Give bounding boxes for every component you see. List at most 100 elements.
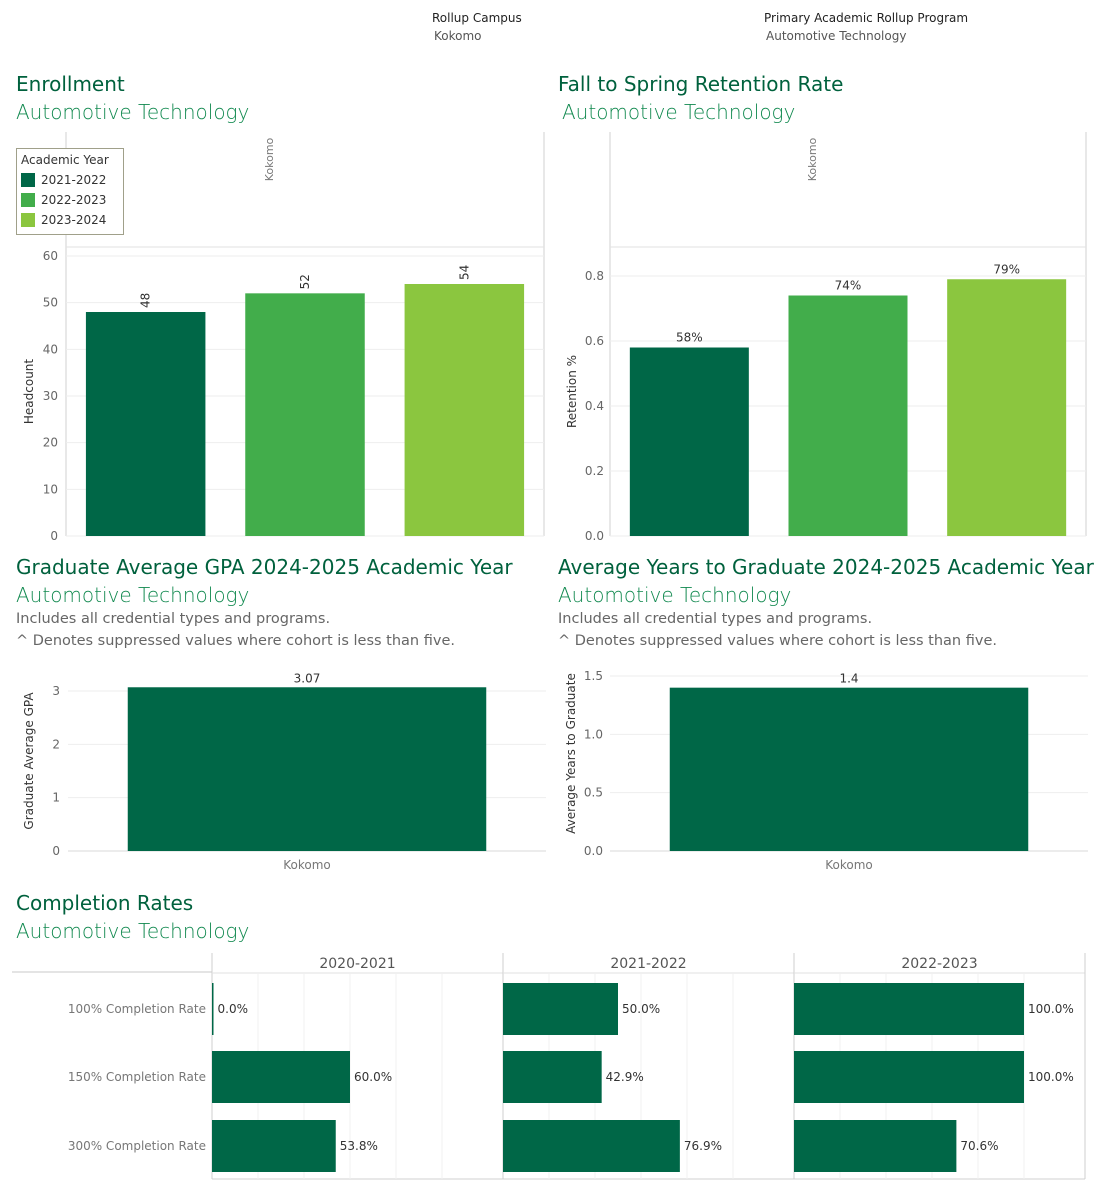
row-label: 150% Completion Rate bbox=[68, 1070, 206, 1084]
y-tick-label: 0.2 bbox=[585, 464, 604, 478]
bar-2021-2022 bbox=[629, 347, 749, 536]
y-tick-label: 30 bbox=[43, 389, 58, 403]
completion-title: Completion Rates bbox=[16, 891, 194, 915]
gpa-chart: 0 1 2 3 Graduate Average GPA 3.07 Kokomo bbox=[22, 671, 546, 872]
campus-filter-value[interactable]: Kokomo bbox=[434, 29, 482, 43]
y-axis-title: Graduate Average GPA bbox=[22, 692, 36, 830]
panel-header-label: Kokomo bbox=[263, 137, 276, 181]
data-label: 3.07 bbox=[294, 671, 321, 685]
legend-swatch bbox=[21, 193, 35, 207]
years-note-credentials: Includes all credential types and progra… bbox=[558, 611, 873, 627]
data-label: 54 bbox=[457, 265, 471, 280]
data-label: 79% bbox=[993, 262, 1020, 276]
years-chart: 0.0 0.5 1.0 1.5 Average Years to Graduate 1.4… bbox=[564, 669, 1088, 872]
data-label: 100.0% bbox=[1028, 1002, 1074, 1016]
y-axis-title: Average Years to Graduate bbox=[564, 673, 578, 834]
bar-Kokomo bbox=[127, 687, 487, 851]
program-filter-label: Primary Academic Rollup Program bbox=[764, 11, 969, 25]
retention-title: Fall to Spring Retention Rate bbox=[558, 72, 844, 96]
x-tick-label: Kokomo bbox=[283, 858, 331, 872]
years-title: Average Years to Graduate 2024-2025 Acad… bbox=[558, 555, 1094, 579]
y-tick-label: 50 bbox=[43, 296, 58, 310]
enrollment-legend: Academic Year 2021-2022 2022-2023 2023-2… bbox=[16, 148, 124, 235]
bar-2022-2023-2 bbox=[794, 1120, 957, 1172]
y-tick-label: 1.5 bbox=[584, 669, 603, 683]
y-tick-label: 2 bbox=[52, 737, 60, 751]
data-label: 76.9% bbox=[684, 1139, 722, 1153]
bar-2022-2023 bbox=[245, 293, 365, 536]
data-label: 60.0% bbox=[354, 1070, 392, 1084]
y-tick-label: 1.0 bbox=[584, 727, 603, 741]
bar-Kokomo bbox=[669, 687, 1029, 851]
years-note-suppressed: ^ Denotes suppressed values where cohort… bbox=[558, 633, 997, 649]
data-label: 52 bbox=[298, 274, 312, 289]
data-label: 70.6% bbox=[960, 1139, 998, 1153]
bar-2022-2023-1 bbox=[794, 1051, 1024, 1103]
y-tick-label: 0.5 bbox=[584, 786, 603, 800]
x-tick-label: Kokomo bbox=[825, 858, 873, 872]
years-subtitle: Automotive Technology bbox=[558, 583, 792, 607]
bar-2023-2024 bbox=[947, 279, 1067, 536]
y-tick-label: 1 bbox=[52, 791, 60, 805]
bar-2020-2021-0 bbox=[212, 983, 214, 1035]
completion-chart: 2020-2021 0.0% 60.0% 53.8% 2021-2022 50.0% 42.… bbox=[12, 953, 1086, 1180]
data-label: 50.0% bbox=[622, 1002, 660, 1016]
data-label: 42.9% bbox=[606, 1070, 644, 1084]
gpa-note-credentials: Includes all credential types and progra… bbox=[16, 611, 331, 627]
bar-2022-2023-0 bbox=[794, 983, 1024, 1035]
column-header-2022-2023: 2022-2023 bbox=[901, 956, 977, 972]
data-label: 1.4 bbox=[839, 672, 858, 686]
gpa-title: Graduate Average GPA 2024-2025 Academic … bbox=[16, 555, 513, 579]
legend-label: 2021-2022 bbox=[41, 173, 107, 187]
y-tick-label: 60 bbox=[43, 249, 58, 263]
y-tick-label: 0 bbox=[52, 844, 60, 858]
y-tick-label: 20 bbox=[43, 436, 58, 450]
bar-2021-2022-2 bbox=[503, 1120, 680, 1172]
y-axis-title: Headcount bbox=[22, 359, 36, 425]
y-tick-label: 0.0 bbox=[584, 844, 603, 858]
row-label: 300% Completion Rate bbox=[68, 1139, 206, 1153]
gpa-subtitle: Automotive Technology bbox=[16, 583, 250, 607]
y-tick-label: 0.0 bbox=[585, 529, 604, 542]
bar-2021-2022-0 bbox=[503, 983, 618, 1035]
legend-item-2023-2024[interactable]: 2023-2024 bbox=[21, 210, 115, 230]
gpa-note-suppressed: ^ Denotes suppressed values where cohort… bbox=[16, 633, 455, 649]
retention-subtitle: Automotive Technology bbox=[562, 100, 796, 124]
column-header-2020-2021: 2020-2021 bbox=[319, 956, 395, 972]
legend-label: 2022-2023 bbox=[41, 193, 107, 207]
bar-2021-2022-1 bbox=[503, 1051, 602, 1103]
data-label: 53.8% bbox=[340, 1139, 378, 1153]
data-label: 0.0% bbox=[218, 1002, 249, 1016]
bar-2023-2024 bbox=[404, 284, 525, 536]
data-label: 100.0% bbox=[1028, 1070, 1074, 1084]
retention-chart: Kokomo 0.0 0.2 0.4 0.6 0.8 Retention % 58% 74% 79… bbox=[565, 132, 1087, 542]
legend-item-2021-2022[interactable]: 2021-2022 bbox=[21, 170, 115, 190]
legend-label: 2023-2024 bbox=[41, 213, 107, 227]
program-filter-value[interactable]: Automotive Technology bbox=[766, 29, 907, 43]
y-tick-label: 10 bbox=[43, 482, 58, 496]
column-header-2021-2022: 2021-2022 bbox=[610, 956, 686, 972]
completion-subtitle: Automotive Technology bbox=[16, 919, 250, 943]
y-axis-title: Retention % bbox=[565, 355, 579, 428]
bar-2020-2021-1 bbox=[212, 1051, 350, 1103]
legend-swatch bbox=[21, 213, 35, 227]
panel-header-label: Kokomo bbox=[806, 137, 819, 181]
y-tick-label: 0.4 bbox=[585, 399, 604, 413]
campus-filter-label: Rollup Campus bbox=[432, 11, 522, 25]
legend-title: Academic Year bbox=[21, 153, 109, 167]
data-label: 58% bbox=[676, 331, 703, 345]
bar-2020-2021-2 bbox=[212, 1120, 336, 1172]
y-tick-label: 0.6 bbox=[585, 334, 604, 348]
legend-item-2022-2023[interactable]: 2022-2023 bbox=[21, 190, 115, 210]
row-label: 100% Completion Rate bbox=[68, 1002, 206, 1016]
enrollment-chart: Kokomo 0 10 20 30 40 50 60 Headcount 48 52 54 bbox=[22, 132, 545, 542]
y-tick-label: 0.8 bbox=[585, 269, 604, 283]
y-tick-label: 3 bbox=[52, 684, 60, 698]
enrollment-title: Enrollment bbox=[16, 72, 125, 96]
y-tick-label: 40 bbox=[43, 342, 58, 356]
bar-2021-2022 bbox=[85, 312, 206, 536]
y-tick-label: 0 bbox=[50, 529, 58, 542]
data-label: 48 bbox=[139, 293, 153, 308]
legend-swatch bbox=[21, 173, 35, 187]
bar-2022-2023 bbox=[788, 295, 908, 536]
